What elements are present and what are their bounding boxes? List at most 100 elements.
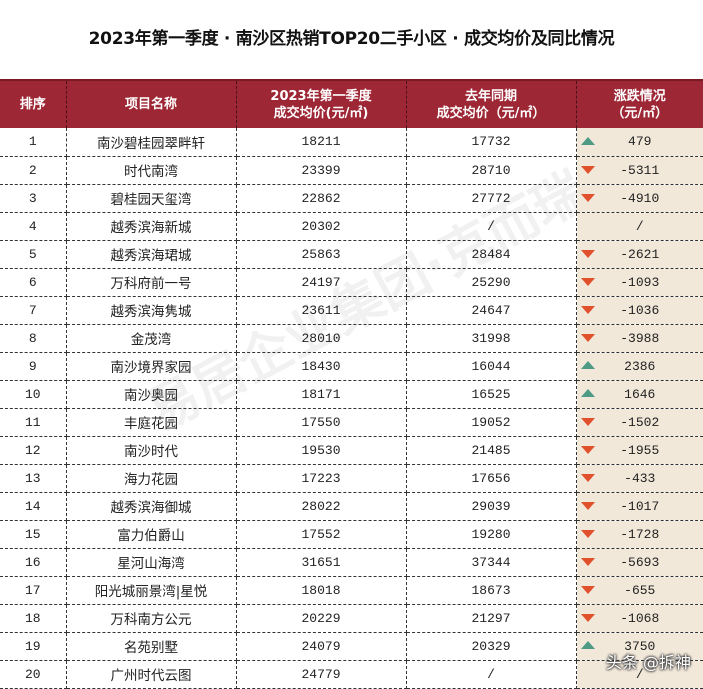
name-cell: 越秀滨海隽城 — [66, 296, 236, 324]
last-year-price-cell-value: 27772 — [471, 191, 510, 206]
name-cell: 海力花园 — [66, 464, 236, 492]
name-cell: 广州时代云图 — [66, 660, 236, 688]
rank-cell-value: 9 — [29, 359, 37, 374]
current-price-cell-value: 17552 — [301, 527, 340, 542]
rank-cell: 6 — [0, 268, 66, 296]
name-cell-value: 丰庭花园 — [124, 416, 178, 432]
down-arrow-icon — [581, 306, 595, 314]
name-cell: 越秀滨海珺城 — [66, 240, 236, 268]
rank-cell: 4 — [0, 212, 66, 240]
current-price-cell-value: 28022 — [301, 499, 340, 514]
name-cell-value: 南沙奥园 — [124, 388, 178, 404]
table-header-row: 排序 项目名称 2023年第一季度 成交均价(元/㎡) 去年同期 成交均价（元/… — [0, 80, 703, 128]
last-year-price-cell-value: 16044 — [471, 359, 510, 374]
change-cell: -1017 — [576, 492, 703, 520]
change-cell: / — [576, 212, 703, 240]
down-arrow-icon — [581, 558, 595, 566]
last-year-price-cell: 28484 — [406, 240, 576, 268]
name-cell: 南沙时代 — [66, 436, 236, 464]
current-price-cell-value: 31651 — [301, 555, 340, 570]
name-cell-value: 海力花园 — [124, 472, 178, 488]
change-cell-value: -2621 — [620, 247, 659, 262]
rank-cell-value: 16 — [25, 555, 41, 570]
change-cell-value: / — [636, 219, 644, 234]
change-cell-value: -3988 — [620, 331, 659, 346]
last-year-price-cell: 31998 — [406, 324, 576, 352]
header-current-price: 2023年第一季度 成交均价(元/㎡) — [236, 80, 406, 128]
last-year-price-cell: 37344 — [406, 548, 576, 576]
last-year-price-cell: 18673 — [406, 576, 576, 604]
rank-cell-value: 19 — [25, 639, 41, 654]
rank-cell-value: 2 — [29, 163, 37, 178]
current-price-cell-value: 23611 — [301, 303, 340, 318]
name-cell-value: 时代南湾 — [124, 164, 178, 180]
change-cell: 479 — [576, 128, 703, 156]
rank-cell-value: 15 — [25, 527, 41, 542]
rank-cell-value: 18 — [25, 611, 41, 626]
change-cell-value: -433 — [624, 471, 655, 486]
name-cell: 万科府前一号 — [66, 268, 236, 296]
table-row: 9 南沙境界家园 18430 16044 2386 — [0, 352, 703, 380]
current-price-cell: 23611 — [236, 296, 406, 324]
name-cell: 名苑别墅 — [66, 632, 236, 660]
current-price-cell: 22862 — [236, 184, 406, 212]
name-cell-value: 星河山海湾 — [117, 556, 185, 572]
change-cell: -1036 — [576, 296, 703, 324]
name-cell-value: 富力伯爵山 — [117, 528, 185, 544]
last-year-price-cell: 20329 — [406, 632, 576, 660]
down-arrow-icon — [581, 530, 595, 538]
name-cell-value: 名苑别墅 — [124, 640, 178, 656]
last-year-price-cell: 27772 — [406, 184, 576, 212]
current-price-cell-value: 19530 — [301, 443, 340, 458]
rank-cell: 2 — [0, 156, 66, 184]
name-cell: 时代南湾 — [66, 156, 236, 184]
header-rank: 排序 — [0, 80, 66, 128]
name-cell-value: 金茂湾 — [131, 332, 172, 348]
rank-cell: 19 — [0, 632, 66, 660]
last-year-price-cell-value: 20329 — [471, 639, 510, 654]
last-year-price-cell: 17732 — [406, 128, 576, 156]
current-price-cell: 18430 — [236, 352, 406, 380]
last-year-price-cell-value: 21297 — [471, 611, 510, 626]
rank-cell-value: 17 — [25, 583, 41, 598]
current-price-cell: 19530 — [236, 436, 406, 464]
up-arrow-icon — [581, 389, 595, 397]
last-year-price-cell: / — [406, 212, 576, 240]
last-year-price-cell-value: / — [487, 219, 495, 234]
last-year-price-cell-value: 19052 — [471, 415, 510, 430]
current-price-cell-value: 18430 — [301, 359, 340, 374]
rank-cell-value: 5 — [29, 247, 37, 262]
header-change-line2: （元/㎡） — [577, 105, 703, 122]
change-cell: -4910 — [576, 184, 703, 212]
current-price-cell: 24779 — [236, 660, 406, 688]
change-cell-value: -1068 — [620, 611, 659, 626]
change-cell-value: -1955 — [620, 443, 659, 458]
rank-cell-value: 6 — [29, 275, 37, 290]
rank-cell-value: 10 — [25, 387, 41, 402]
change-cell-value: -1502 — [620, 415, 659, 430]
last-year-price-cell-value: 25290 — [471, 275, 510, 290]
last-year-price-cell: 17656 — [406, 464, 576, 492]
last-year-price-cell: 24647 — [406, 296, 576, 324]
name-cell-value: 南沙碧桂园翠畔轩 — [97, 136, 205, 152]
last-year-price-cell-value: 28484 — [471, 247, 510, 262]
rank-cell-value: 3 — [29, 191, 37, 206]
change-cell-value: 2386 — [624, 359, 655, 374]
change-cell-value: -1036 — [620, 303, 659, 318]
down-arrow-icon — [581, 446, 595, 454]
name-cell-value: 南沙境界家园 — [111, 360, 192, 376]
change-cell: -1502 — [576, 408, 703, 436]
name-cell: 南沙碧桂园翠畔轩 — [66, 128, 236, 156]
last-year-price-cell: 19052 — [406, 408, 576, 436]
